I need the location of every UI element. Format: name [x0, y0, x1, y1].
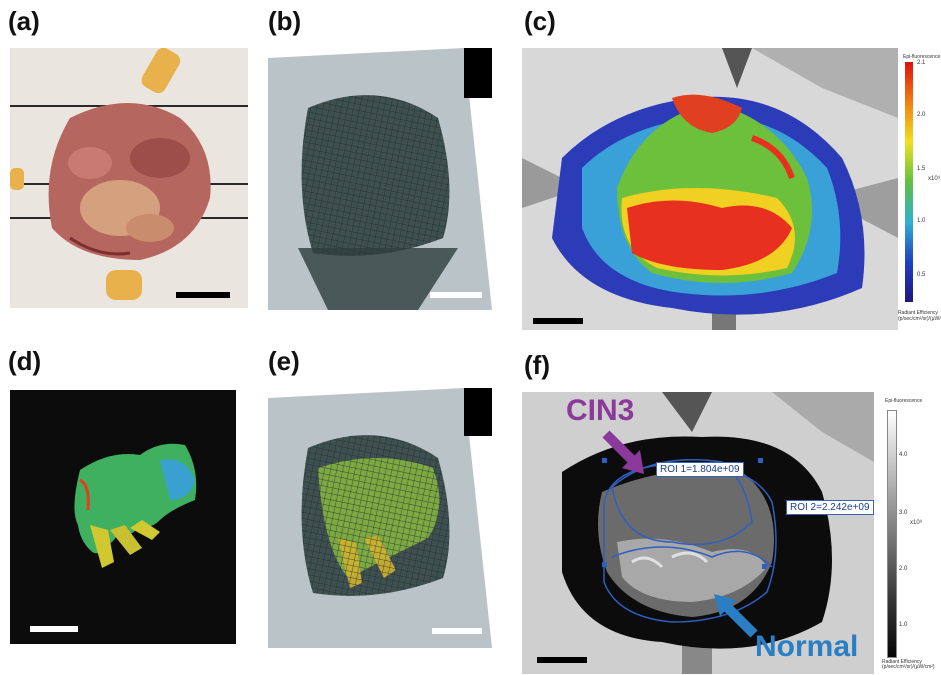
- panel-f-colorbar-exponent: x10⁹: [910, 520, 923, 526]
- panel-b-label: (b): [268, 6, 302, 36]
- panel-a-label: (a): [8, 6, 40, 36]
- panel-f-colorbar-units: Radiant Efficiency (p/sec/cm²/sr)/(µW/cm…: [882, 659, 935, 670]
- panel-b-scale-bar: [430, 292, 482, 298]
- panel-c-scale-bar: [533, 318, 583, 324]
- panel-c-colorbar-tick: 2.1: [917, 60, 926, 66]
- panel-f-colorbar-title: Epi-fluorescence: [885, 398, 923, 404]
- panel-e-scale-bar: [432, 628, 482, 634]
- panel-f-scale-bar: [537, 657, 587, 663]
- panel-f-colorbar-tick: 4.0: [899, 452, 908, 458]
- normal-label: Normal: [755, 630, 859, 663]
- panel-a-scale-bar: [176, 292, 230, 298]
- panel-c-colorbar-tick: 1.0: [917, 218, 926, 224]
- panel-c-colorbar-exponent: x10⁹: [928, 176, 941, 182]
- panel-c-colorbar-units: Radiant Efficiency (p/sec/cm²/sr)/(µW/cm…: [898, 310, 941, 322]
- roi-2-label: ROI 2=2.242e+09: [786, 500, 874, 515]
- panel-c-colorbar: [905, 62, 913, 302]
- panel-f-colorbar: [887, 410, 897, 658]
- cin3-arrow-icon: [600, 428, 650, 483]
- panel-f-fluorescence-roi-image: [522, 392, 874, 674]
- panel-d-label: (d): [8, 346, 42, 376]
- normal-arrow-icon: [710, 590, 760, 645]
- panel-c-colorbar-tick: 1.5: [917, 166, 926, 172]
- panel-f-label: (f): [524, 350, 550, 380]
- panel-c-colorbar-tick: 2.0: [917, 112, 926, 118]
- panel-d-scale-bar: [30, 626, 78, 632]
- panel-b-photo: [268, 48, 492, 310]
- panel-e-overlay-image: [268, 388, 492, 648]
- panel-e-label: (e): [268, 346, 300, 376]
- panel-a-photo: [10, 48, 248, 308]
- panel-c-colorbar-tick: 0.5: [917, 272, 926, 278]
- panel-d-segmented-image: [10, 390, 236, 644]
- panel-f-colorbar-tick: 3.0: [899, 510, 908, 516]
- panel-c-label: (c): [524, 6, 556, 36]
- roi-1-label: ROI 1=1.804e+09: [656, 462, 744, 477]
- cin3-label: CIN3: [566, 394, 635, 427]
- panel-f-colorbar-tick: 1.0: [899, 622, 908, 628]
- panel-c-fluorescence-image: [522, 48, 898, 330]
- panel-c-colorbar-title: Epi-fluorescence: [903, 54, 941, 60]
- panel-f-colorbar-tick: 2.0: [899, 566, 908, 572]
